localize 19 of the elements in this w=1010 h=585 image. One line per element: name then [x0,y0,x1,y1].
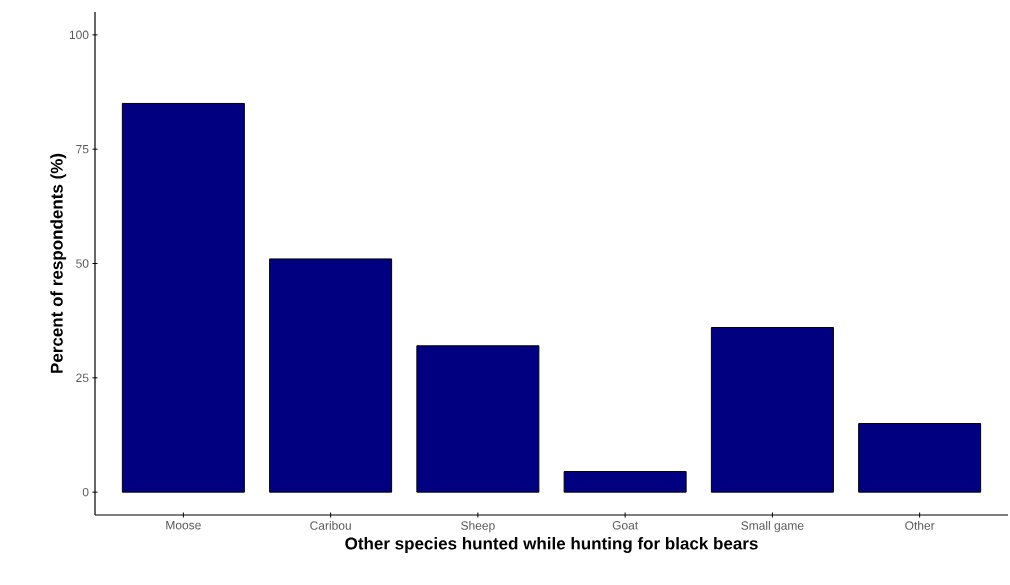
x-axis-title: Other species hunted while hunting for black bears [345,537,758,553]
x-tick-label: Other [905,521,935,530]
bar [416,345,540,493]
bar [563,471,687,493]
bar [858,423,982,493]
bar [121,102,245,493]
bar [710,327,834,493]
y-tick-label: 0 [82,487,89,497]
x-tick-label: Goat [612,521,639,530]
y-tick-label: 75 [76,145,89,154]
x-tick-label: Moose [166,521,201,530]
x-tick-label: Caribou [310,521,351,530]
y-tick-label: 25 [76,373,89,383]
y-tick-label: 100 [69,30,89,40]
y-tick-label: 50 [76,259,89,268]
x-tick-label: Small game [741,521,804,533]
x-tick-label: Sheep [461,521,495,533]
y-axis-title: Percent of respondents (%) [50,153,67,373]
bar [269,258,393,493]
